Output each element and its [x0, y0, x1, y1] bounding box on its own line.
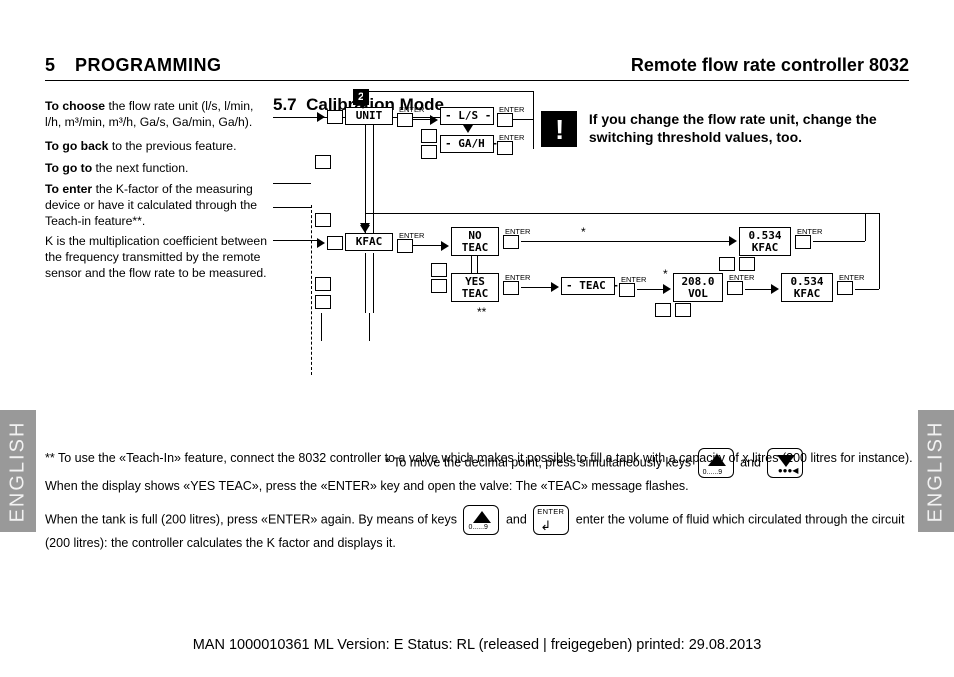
side-tab-right: ENGLISH	[918, 410, 954, 532]
box-kfac: KFAC	[345, 233, 393, 251]
footnotes: ** To use the «Teach-In» feature, connec…	[45, 450, 915, 563]
side-tab-left: ENGLISH	[0, 410, 36, 532]
footnote-teach-2: When the display shows «YES TEAC», press…	[45, 478, 915, 496]
inst-choose: To choose the flow rate unit (l/s, l/min…	[45, 99, 273, 131]
box-vol: 208.0 VOL	[673, 273, 723, 302]
page-content: 5 PROGRAMMING Remote flow rate controlle…	[45, 55, 909, 282]
key-up-icon-2: 0......9	[463, 505, 499, 535]
chapter-title: PROGRAMMING	[75, 55, 222, 75]
inst-goback: To go back to the previous feature.	[45, 139, 273, 155]
box-gah: - GA/H -	[440, 135, 494, 153]
box-kfac-val: 0.534 KFAC	[739, 227, 791, 256]
box-yes-teac: YES TEAC	[451, 273, 499, 302]
key-enter-icon: ENTER↲	[533, 505, 569, 535]
page-header: 5 PROGRAMMING Remote flow rate controlle…	[45, 55, 909, 81]
inst-goto: To go to the next function.	[45, 161, 273, 177]
inst-enter: To enter the K-factor of the measuring d…	[45, 182, 273, 230]
box-no-teac: NO TEAC	[451, 227, 499, 256]
inst-k-def: K is the multiplication coefficient betw…	[45, 234, 273, 282]
box-unit: UNIT	[345, 107, 393, 125]
left-instructions: To choose the flow rate unit (l/s, l/min…	[45, 99, 273, 282]
box-kfac-out: 0.534 KFAC	[781, 273, 833, 302]
box-teac: - TEAC -	[561, 277, 615, 295]
print-footer: MAN 1000010361 ML Version: E Status: RL …	[65, 637, 889, 653]
box-ls: - L/S -	[440, 107, 494, 125]
doc-title: Remote flow rate controller 8032	[631, 55, 909, 76]
footnote-teach-1: ** To use the «Teach-In» feature, connec…	[45, 450, 915, 468]
flow-diagram: 2 UNIT ENTER - L/S - ENTER - GA/H - ENTE…	[285, 95, 905, 395]
footnote-teach-3: When the tank is full (200 litres), pres…	[45, 505, 915, 553]
page-number: 5	[45, 55, 56, 75]
